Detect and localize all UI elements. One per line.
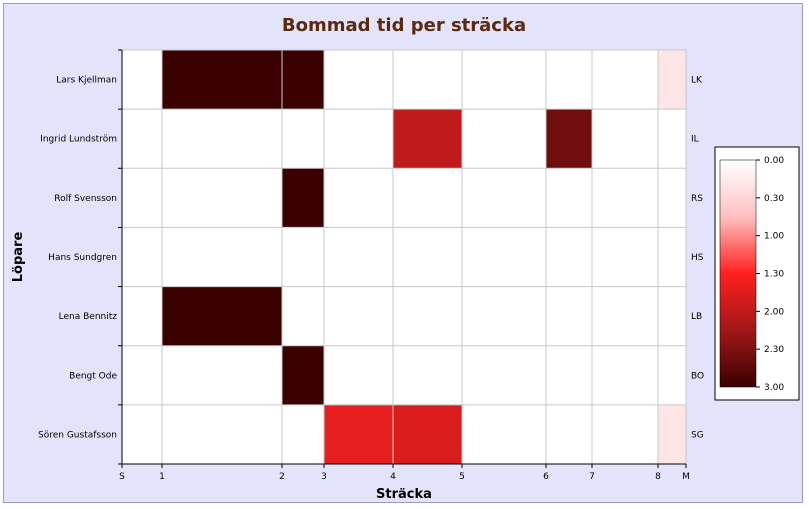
heatmap-cell [282, 168, 324, 228]
heatmap-cell [282, 50, 324, 110]
x-tick-label: 4 [390, 472, 396, 482]
heatmap-cell [546, 109, 592, 169]
x-tick-label: 6 [543, 472, 549, 482]
heatmap-cells [162, 50, 686, 464]
x-tick-label: 2 [279, 472, 285, 482]
runner-name-label: Rolf Svensson [54, 194, 117, 204]
colorbar-tick-label: 3.00 [764, 383, 784, 393]
runner-name-label: Lena Bennitz [59, 312, 118, 322]
runner-abbr-label: RS [691, 194, 703, 204]
x-tick-label: 7 [589, 472, 595, 482]
runner-name-label: Hans Sundgren [48, 253, 117, 263]
heatmap-cell [658, 50, 686, 110]
x-tick-label: 3 [321, 472, 327, 482]
x-tick-label: 1 [159, 472, 165, 482]
runner-abbr-label: LB [691, 312, 702, 322]
runner-abbr-label: LK [691, 76, 703, 86]
x-axis-label: Sträcka [376, 487, 432, 502]
colorbar: 0.00 0.30 1.00 1.30 2.00 2.30 3.00 [714, 146, 800, 401]
axes: S 1 2 3 4 5 6 7 8 M Lars Kjellman LK Ingrid Lundströ… [38, 49, 704, 482]
x-tick-label: 8 [655, 472, 661, 482]
colorbar-tick-label: 2.00 [764, 307, 784, 317]
runner-name-label: Lars Kjellman [56, 76, 117, 86]
chart-title: Bommad tid per sträcka [282, 15, 526, 36]
x-tick-label: M [682, 472, 690, 482]
colorbar-tick-label: 0.00 [764, 156, 784, 166]
y-axis-label: Löpare [11, 232, 26, 283]
runner-abbr-label: SG [691, 430, 704, 440]
colorbar-gradient [719, 159, 757, 388]
heatmap-cell [324, 404, 393, 464]
runner-name-label: Bengt Ode [69, 371, 117, 381]
runner-name-label: Sören Gustafsson [38, 430, 117, 440]
runner-abbr-label: BO [691, 371, 704, 381]
heatmap-cell [282, 345, 324, 405]
runner-abbr-label: IL [691, 135, 699, 145]
colorbar-tick-label: 0.30 [764, 194, 784, 204]
heatmap-cell [393, 404, 462, 464]
runner-name-label: Ingrid Lundström [40, 135, 117, 145]
x-tick-label: 5 [459, 472, 465, 482]
colorbar-tick-label: 1.30 [764, 270, 784, 280]
colorbar-tick-label: 1.00 [764, 232, 784, 242]
heatmap-cell [162, 286, 282, 346]
heatmap-cell [162, 50, 282, 110]
x-tick-label: S [119, 472, 125, 482]
heatmap-cell [393, 109, 462, 169]
runner-abbr-label: HS [691, 253, 704, 263]
heatmap-cell [658, 404, 686, 464]
colorbar-tick-label: 2.30 [764, 345, 784, 355]
